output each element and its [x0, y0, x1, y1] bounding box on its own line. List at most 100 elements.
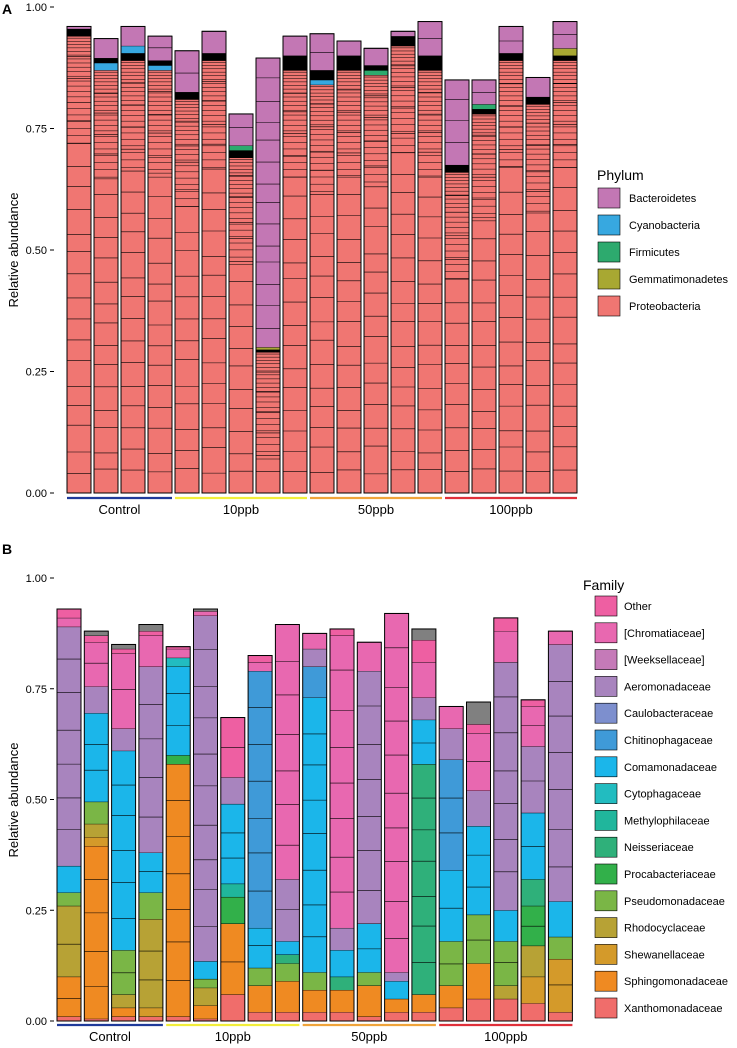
panel-b-legend-swatch-chromatiaceae	[594, 622, 618, 644]
panel-a-bar-12-segment-firmicutes	[364, 70, 388, 76]
panel-b-bar-12-segment-sphingomonadaceae	[357, 985, 382, 1017]
panel-b-bar-9-segment-comamonadaceae	[275, 941, 300, 955]
panel-b-legend-label-other: Other	[624, 601, 652, 613]
panel-a-bar-6-segment-unassigned	[202, 53, 226, 61]
panel-b-legend-title: Family	[583, 577, 624, 593]
panel-b-bar-1-segment-chromatiaceae	[57, 617, 81, 627]
panel-b-bars	[56, 608, 573, 1022]
panel-b-bar-3-segment-other	[111, 648, 136, 654]
panel-a-bar-10-outline	[309, 33, 335, 494]
panel-b-bar-5-segment-xanthomonadaceae	[166, 1016, 191, 1021]
panel-b-legend-swatch-cytophagaceae	[594, 783, 618, 804]
panel-b-bar-15	[438, 705, 464, 1022]
panel-b-bar-11-outline	[329, 628, 355, 1022]
panel-a-bar-4-segment-cyanobacteria	[148, 65, 172, 71]
panel-b-bar-6-segment-rhodocyclaceae	[193, 987, 218, 1006]
panel-a-bar-13-segment-bacteroidetes	[391, 31, 415, 37]
panel-a-bar-18-outline	[525, 76, 551, 494]
panel-b-bar-5-segment-sphingomonadaceae	[166, 764, 191, 1017]
panel-a-bar-15-segment-bacteroidetes	[445, 79, 469, 165]
panel-a-legend-swatch-gemmatimonadetes	[597, 268, 621, 290]
panel-a-bar-5-segment-unassigned	[175, 92, 199, 100]
panel-b-legend: Family Other [Chromatiaceae] [Weeksellacea…	[583, 577, 728, 1019]
panel-a-bar-18-segment-bacteroidetes	[526, 77, 550, 97]
panel-b-bar-6	[193, 608, 218, 1022]
panel-b-bar-1-segment-aeromonadaceae	[57, 626, 81, 866]
panel-a-y-tick-label: 0.00	[26, 488, 47, 500]
panel-b-bar-15-segment-sphingomonadaceae	[439, 985, 464, 1008]
panel-a-bar-7-segment-firmicutes	[229, 145, 253, 151]
panel-b-bar-19-segment-pseudomonadaceae	[548, 936, 573, 959]
panel-a-bar-7-segment-proteobacteria	[229, 157, 253, 493]
panel-b-bar-9-segment-aeromonadaceae	[275, 879, 300, 942]
panel-b-bar-3-outline	[111, 643, 137, 1022]
panel-b-bar-19-segment-shewanellaceae	[548, 958, 573, 1013]
panel-b-bar-8-segment-other	[248, 655, 273, 663]
panel-b-bar-19-segment-xanthomonadaceae	[548, 1012, 573, 1021]
panel-b-legend-swatch-caulobacteraceae	[594, 702, 618, 724]
panel-a-bar-9-outline	[282, 35, 308, 494]
panel-b-y-axis-title: Relative abundance	[6, 743, 21, 858]
panel-a-group-label-control: Control	[99, 502, 141, 517]
panel-b-bar-6-segment-sphingomonadaceae	[193, 1005, 218, 1019]
panel-a-bar-1-outline	[66, 25, 92, 494]
panel-b-legend-swatch-methylophilaceae	[594, 810, 618, 831]
panel-a-bar-17-segment-proteobacteria	[499, 60, 523, 494]
panel-b-bar-1-segment-rhodocyclaceae	[57, 905, 81, 977]
panel-b-bar-8	[247, 655, 273, 1022]
panel-b-bar-15-segment-chromatiaceae	[439, 706, 464, 729]
panel-a-bar-10	[309, 33, 335, 494]
panel-b-legend-swatch-chitinophagaceae	[594, 729, 618, 751]
panel-b-bar-10-segment-xanthomonadaceae	[302, 1012, 327, 1021]
panel-a-legend-label-bacteroidetes: Bacteroidetes	[629, 193, 697, 205]
panel-b-bar-2-segment-unclassified	[84, 631, 109, 636]
panel-b-bar-6-segment-comamonadaceae	[193, 961, 218, 979]
panel-a-y-tick-label: 0.25	[26, 367, 47, 379]
panel-b-bar-10-segment-aeromonadaceae	[302, 648, 327, 667]
panel-a-bar-18-segment-proteobacteria	[526, 104, 550, 493]
panel-a-bar-1-segment-unassigned	[67, 28, 91, 37]
panel-a-bar-2	[93, 38, 119, 494]
panel-b-bar-4-segment-comamonadaceae	[138, 852, 163, 893]
panel-b-bar-12-segment-pseudomonadaceae	[357, 972, 382, 986]
panel-a-legend-label-cyanobacteria: Cyanobacteria	[629, 220, 701, 232]
panel-b-bar-17-segment-pseudomonadaceae	[493, 941, 518, 986]
panel-b-y-ticks: 0.00 0.25 0.50 0.75 1.00	[26, 573, 54, 1028]
panel-a-bar-5-outline	[174, 50, 200, 494]
panel-b-bar-17-segment-xanthomonadaceae	[493, 998, 518, 1021]
panel-b-bar-14-segment-comamonadaceae	[411, 719, 436, 765]
panel-b-bar-16-segment-comamonadaceae	[466, 826, 491, 915]
panel-a-bar-17-segment-unassigned	[499, 53, 523, 61]
panel-a-bar-16-segment-bacteroidetes	[472, 79, 496, 105]
panel-b-legend-label-shewanellaceae: Shewanellaceae	[624, 949, 705, 961]
panel-b-bar-4-segment-xanthomonadaceae	[138, 1016, 163, 1021]
panel-b-bar-7-segment-methylophilaceae	[220, 883, 245, 897]
panel-b-bar-1-segment-xanthomonadaceae	[57, 1016, 81, 1021]
panel-b-bar-9	[274, 624, 300, 1022]
panel-b-bar-10-outline	[302, 632, 328, 1022]
panel-b-legend-label-aeromonadaceae: Aeromonadaceae	[624, 681, 711, 693]
panel-b-bar-13-segment-aeromonadaceae	[384, 972, 409, 982]
panel-b-bar-9-segment-sphingomonadaceae	[275, 981, 300, 1013]
panel-b-bar-4	[138, 624, 164, 1022]
panel-a-group-label-100ppb: 100ppb	[489, 502, 532, 517]
panel-b-bar-6-segment-xanthomonadaceae	[193, 1018, 218, 1021]
panel-a-y-ticks: 0.00 0.25 0.50 0.75 1.00	[26, 2, 54, 500]
panel-b-bar-16-segment-unclassified	[466, 702, 491, 725]
panel-a-group-label-10ppb: 10ppb	[223, 502, 259, 517]
panel-b-bar-16-segment-chromatiaceae	[466, 733, 491, 791]
panel-b-bar-14-segment-chromatiaceae	[411, 662, 436, 698]
panel-b-legend-label-rhodocyclaceae: Rhodocyclaceae	[624, 923, 705, 935]
panel-b-legend-swatch-xanthomonadaceae	[594, 997, 618, 1019]
panel-b-bar-2-segment-other	[84, 635, 109, 643]
panel-b-bar-12-segment-chromatiaceae	[357, 642, 382, 672]
panel-a-bar-4-outline	[147, 35, 173, 494]
panel-b-bar-5-outline	[165, 646, 191, 1022]
panel-a-bar-2-segment-proteobacteria	[94, 70, 118, 494]
panel-a-bar-11-outline	[336, 40, 362, 494]
panel-a: A Relative abundance 0.00 0.25 0.50 0.75 1.0…	[2, 1, 729, 517]
panel-b-bar-11-segment-other	[330, 628, 354, 636]
panel-b-legend-label-procabacteriaceae: Procabacteriaceae	[624, 869, 716, 881]
panel-a-bar-12	[363, 47, 389, 494]
panel-b-y-tick-label: 0.75	[26, 684, 47, 696]
